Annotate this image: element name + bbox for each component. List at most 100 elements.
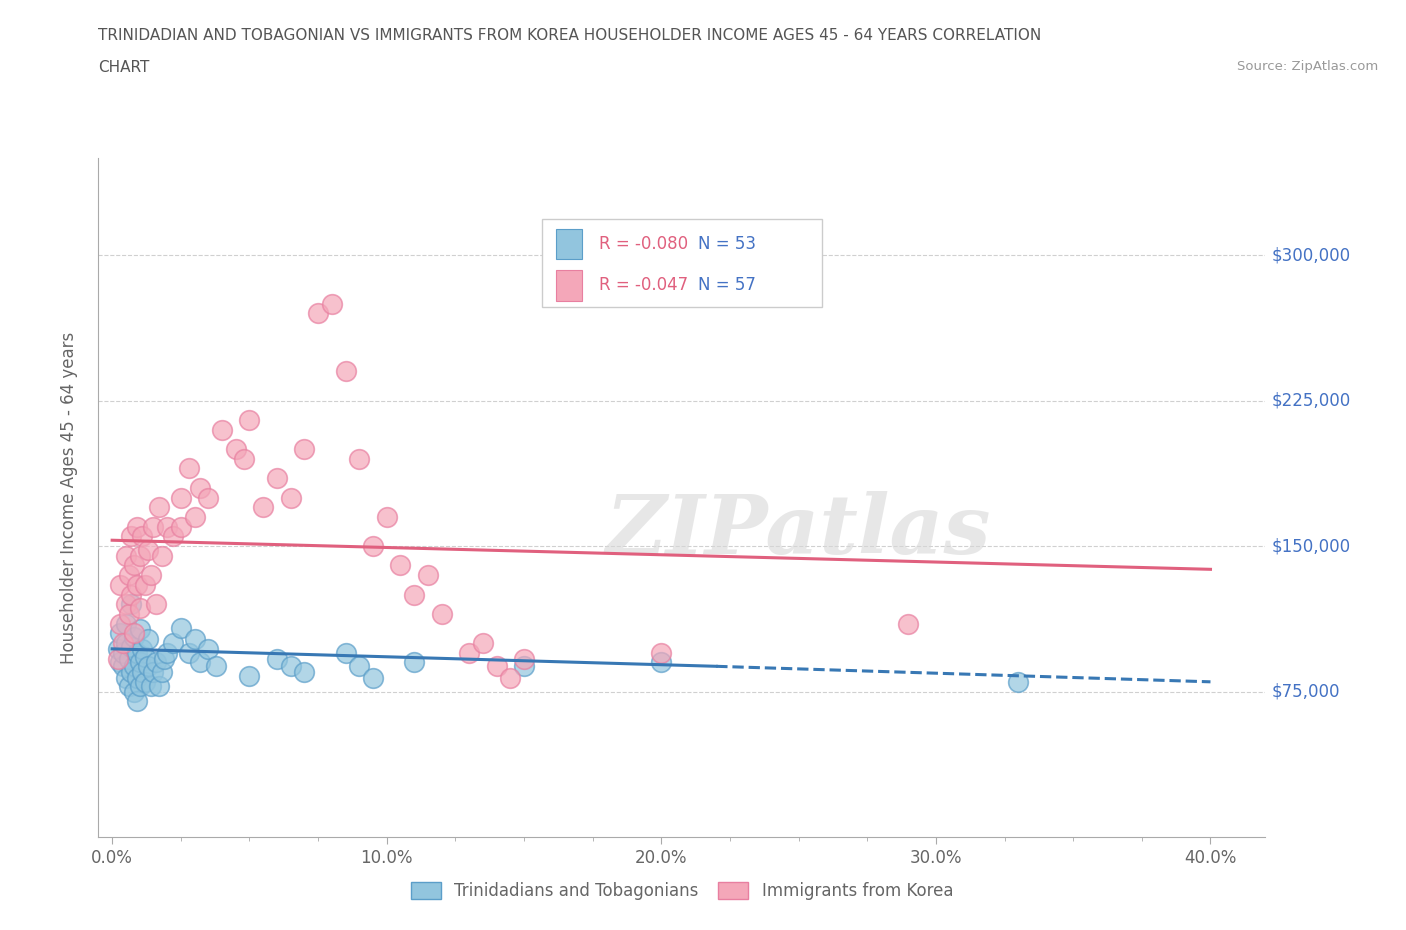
Point <box>128 549 150 564</box>
Point <box>197 490 219 505</box>
Point <box>115 597 138 612</box>
Point <box>128 678 150 693</box>
Point <box>134 578 156 592</box>
Point <box>361 538 384 553</box>
Point <box>404 655 426 670</box>
Text: $150,000: $150,000 <box>1271 537 1350 555</box>
Text: $225,000: $225,000 <box>1271 392 1351 409</box>
Point <box>170 490 193 505</box>
Point <box>148 499 170 514</box>
Point <box>280 490 302 505</box>
Point <box>650 655 672 670</box>
Point <box>128 601 150 616</box>
Point <box>513 658 536 673</box>
Point <box>389 558 412 573</box>
Point <box>136 542 159 557</box>
Legend: Trinidadians and Tobagonians, Immigrants from Korea: Trinidadians and Tobagonians, Immigrants… <box>404 875 960 907</box>
Point <box>125 671 148 685</box>
Point <box>156 519 179 534</box>
Point <box>139 567 162 582</box>
Point <box>183 510 205 525</box>
Point <box>125 645 148 660</box>
Point <box>499 671 522 685</box>
Point <box>252 499 274 514</box>
Point <box>349 451 371 466</box>
Text: $75,000: $75,000 <box>1271 683 1340 700</box>
Point <box>1007 674 1029 689</box>
Point <box>404 587 426 602</box>
Point <box>112 635 135 650</box>
Point <box>897 617 920 631</box>
Point <box>128 622 150 637</box>
Point <box>122 684 145 699</box>
Point <box>128 655 150 670</box>
Point <box>177 461 200 476</box>
Text: R = -0.080: R = -0.080 <box>599 235 688 253</box>
FancyBboxPatch shape <box>555 270 582 300</box>
Point <box>150 665 173 680</box>
Point <box>115 549 138 564</box>
Point <box>110 655 132 670</box>
Point <box>136 631 159 646</box>
Point <box>115 617 138 631</box>
Point <box>335 645 357 660</box>
Point <box>117 567 139 582</box>
Point <box>225 442 247 457</box>
Point <box>162 635 184 650</box>
Point <box>120 597 142 612</box>
Point <box>145 597 167 612</box>
Point <box>112 645 135 660</box>
Point <box>266 651 288 666</box>
Point <box>120 665 142 680</box>
Point <box>416 567 439 582</box>
Point <box>335 364 357 379</box>
Point <box>292 665 315 680</box>
Point <box>134 674 156 689</box>
Point <box>188 481 211 496</box>
Point <box>188 655 211 670</box>
Point <box>131 665 153 680</box>
Point <box>139 678 162 693</box>
Point <box>122 558 145 573</box>
Point <box>120 587 142 602</box>
Point <box>292 442 315 457</box>
Point <box>125 519 148 534</box>
Point <box>115 671 138 685</box>
Point <box>307 306 329 321</box>
Text: $300,000: $300,000 <box>1271 246 1350 264</box>
Y-axis label: Householder Income Ages 45 - 64 years: Householder Income Ages 45 - 64 years <box>59 331 77 664</box>
FancyBboxPatch shape <box>541 219 823 308</box>
Point <box>145 655 167 670</box>
Point <box>107 651 129 666</box>
Point <box>162 529 184 544</box>
Point <box>117 678 139 693</box>
Point <box>142 519 165 534</box>
Point <box>205 658 228 673</box>
Text: Source: ZipAtlas.com: Source: ZipAtlas.com <box>1237 60 1378 73</box>
Point <box>120 529 142 544</box>
Point <box>458 645 481 660</box>
Point <box>266 471 288 485</box>
Point <box>156 645 179 660</box>
Point <box>238 669 260 684</box>
Point <box>513 651 536 666</box>
Text: TRINIDADIAN AND TOBAGONIAN VS IMMIGRANTS FROM KOREA HOUSEHOLDER INCOME AGES 45 -: TRINIDADIAN AND TOBAGONIAN VS IMMIGRANTS… <box>98 28 1042 43</box>
Point <box>280 658 302 673</box>
Point <box>122 626 145 641</box>
Point <box>122 630 145 644</box>
Point <box>233 451 256 466</box>
Point <box>122 658 145 673</box>
Point <box>110 626 132 641</box>
Point <box>125 578 148 592</box>
Point <box>197 642 219 657</box>
Text: N = 57: N = 57 <box>699 276 756 295</box>
Point <box>177 645 200 660</box>
Point <box>110 578 132 592</box>
Point <box>349 658 371 673</box>
Point <box>131 642 153 657</box>
Text: R = -0.047: R = -0.047 <box>599 276 688 295</box>
Point <box>485 658 508 673</box>
Point <box>238 413 260 428</box>
Point <box>117 651 139 666</box>
Point <box>170 620 193 635</box>
